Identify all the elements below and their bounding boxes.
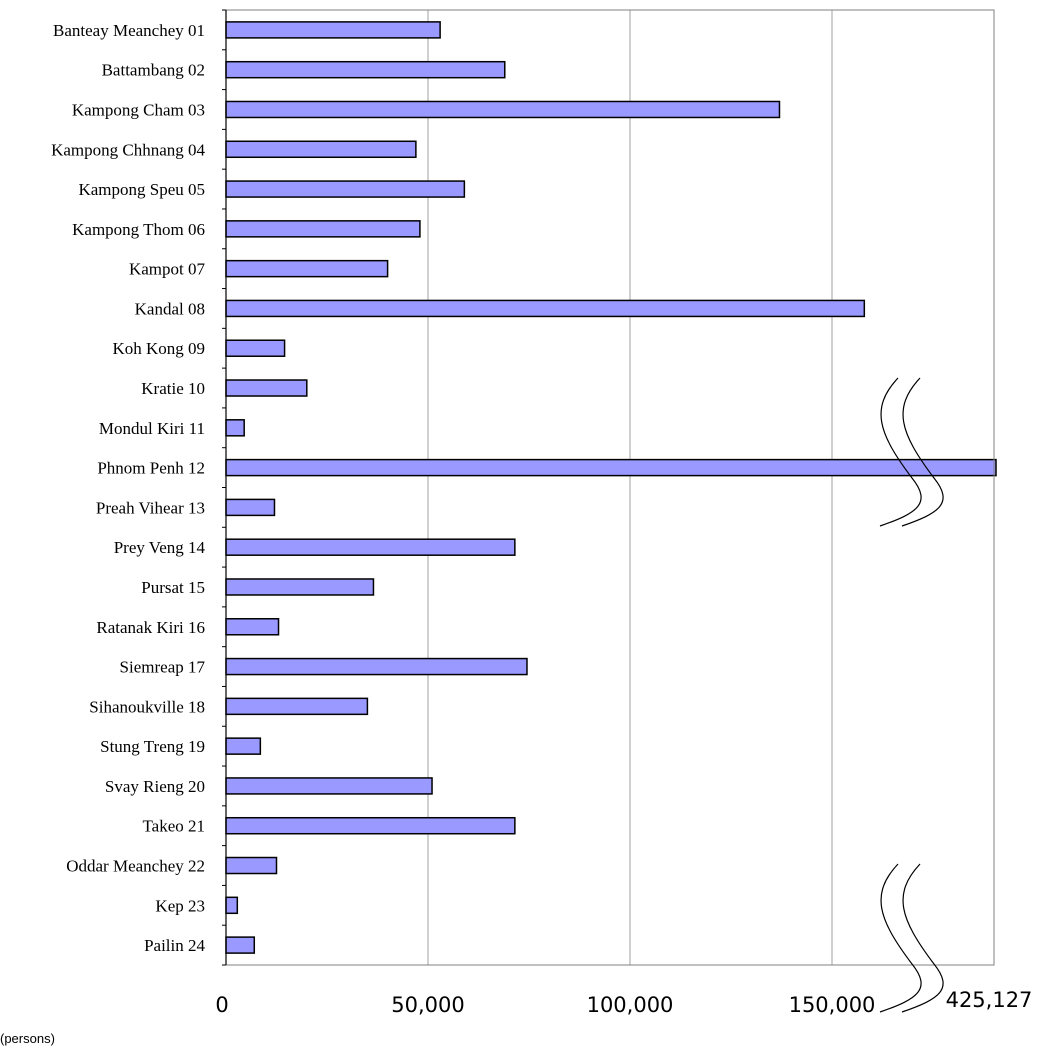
- axis-break-marks: [879, 377, 944, 1013]
- category-label: Kampong Cham 03: [72, 100, 205, 119]
- category-label: Svay Rieng 20: [105, 777, 205, 796]
- category-label: Stung Treng 19: [100, 737, 205, 756]
- category-label: Kampong Thom 06: [72, 220, 205, 239]
- bar: [225, 180, 466, 198]
- category-labels: Banteay Meanchey 01 Battambang 02 Kampong …: [51, 21, 205, 955]
- bar: [225, 697, 369, 716]
- bar: [225, 777, 433, 795]
- category-label: Oddar Meanchey 22: [66, 857, 205, 876]
- axes: [222, 9, 995, 966]
- category-label: Kandal 08: [135, 299, 205, 318]
- axis-break-wave: [901, 863, 944, 1013]
- category-label: Prey Veng 14: [114, 538, 206, 557]
- bar: [225, 618, 280, 636]
- category-label: Takeo 21: [142, 817, 205, 836]
- category-label: Pailin 24: [144, 936, 205, 955]
- bar: [225, 856, 278, 875]
- bar: [225, 299, 866, 318]
- axis-break-wave: [901, 377, 944, 527]
- x-tick-label: 50,000: [391, 993, 464, 1017]
- category-label: Kampot 07: [129, 260, 206, 279]
- category-label: Preah Vihear 13: [96, 498, 205, 517]
- category-label: Ratanak Kiri 16: [96, 618, 205, 637]
- bar: [225, 896, 239, 915]
- bar: [225, 259, 389, 278]
- bar: [225, 737, 262, 755]
- gridlines: [427, 10, 833, 965]
- x-tick-label: 150,000: [789, 993, 876, 1017]
- category-label: Kratie 10: [141, 379, 205, 398]
- bar: [225, 578, 375, 596]
- bar: [225, 458, 997, 477]
- category-label: Banteay Meanchey 01: [53, 21, 205, 40]
- bar: [225, 498, 276, 517]
- category-label: Phnom Penh 12: [97, 459, 205, 478]
- bars: [225, 21, 997, 954]
- unit-label: (persons): [0, 1031, 55, 1046]
- bar: [225, 657, 528, 676]
- x-tick-labels: 0 50,000 100,000 150,000 425,127: [215, 988, 1032, 1017]
- bar: [225, 21, 441, 39]
- category-label: Battambang 02: [102, 61, 205, 80]
- bar: [225, 339, 286, 357]
- category-label: Siemreap 17: [120, 658, 206, 677]
- bar: [225, 816, 516, 835]
- category-label: Kep 23: [155, 896, 205, 915]
- x-tick-label: 100,000: [587, 993, 674, 1017]
- bar: [225, 936, 256, 954]
- bar: [225, 100, 781, 119]
- bar: [225, 220, 421, 238]
- axis-break-wave: [879, 863, 922, 1013]
- category-label: Koh Kong 09: [112, 339, 205, 358]
- category-label: Pursat 15: [141, 578, 205, 597]
- category-label: Mondul Kiri 11: [99, 419, 205, 438]
- category-label: Sihanoukville 18: [89, 697, 205, 716]
- axis-break-wave: [879, 377, 922, 527]
- bar: [225, 60, 506, 79]
- x-break-value-label: 425,127: [946, 988, 1033, 1012]
- bar: [225, 379, 308, 397]
- bar: [225, 538, 516, 556]
- x-tick-label: 0: [215, 993, 228, 1017]
- bar: [225, 419, 245, 437]
- category-label: Kampong Speu 05: [78, 180, 205, 199]
- category-label: Kampong Chhnang 04: [51, 140, 205, 159]
- bar: [225, 140, 417, 159]
